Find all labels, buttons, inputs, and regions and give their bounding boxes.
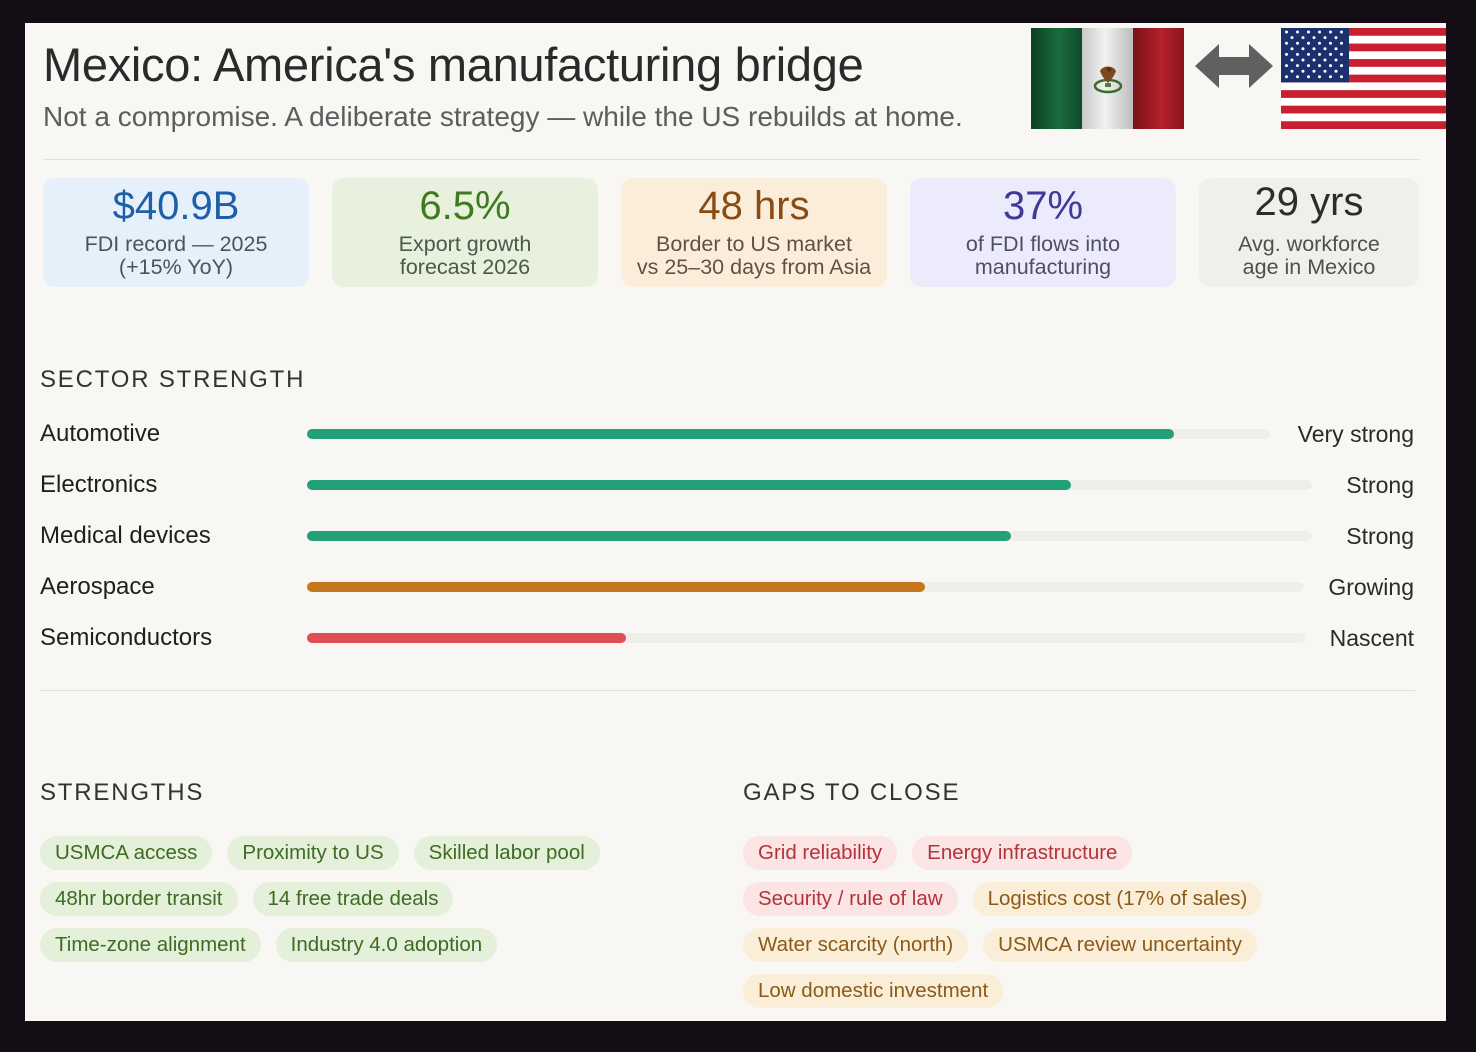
strength-tag: Time-zone alignment — [40, 928, 261, 962]
stat-value: 6.5% — [419, 184, 511, 228]
sector-bar-fill — [307, 429, 1174, 439]
page-subtitle: Not a compromise. A deliberate strategy … — [43, 101, 963, 132]
strengths-heading: STRENGTHS — [40, 779, 205, 806]
strength-tag: Proximity to US — [227, 836, 399, 870]
gap-tag: Logistics cost (17% of sales) — [972, 882, 1263, 916]
stat-card-export-growth: 6.5% Export growth forecast 2026 — [332, 178, 598, 287]
sector-bar-fill — [307, 531, 1011, 541]
bidirectional-arrow-icon — [1195, 44, 1273, 88]
gap-tag: Security / rule of law — [743, 882, 958, 916]
sector-bar-fill — [307, 480, 1071, 490]
gap-tag: Low domestic investment — [743, 974, 1004, 1008]
sector-label: Automotive — [40, 420, 161, 447]
sector-label: Electronics — [40, 471, 158, 498]
gap-tag: Grid reliability — [743, 836, 898, 870]
tag-row: Water scarcity (north) USMCA review uncer… — [743, 928, 1262, 962]
gap-tag: USMCA review uncertainty — [983, 928, 1257, 962]
mexico-flag-icon — [1031, 28, 1184, 129]
strengths-tag-list: USMCA access Proximity to US Skilled labor… — [40, 836, 600, 962]
strength-tag: 14 free trade deals — [252, 882, 454, 916]
tag-row: Security / rule of law Logistics cost (17… — [743, 882, 1263, 916]
strength-tag: Skilled labor pool — [413, 836, 600, 870]
stat-value: 29 yrs — [1254, 180, 1364, 224]
sector-rating: Very strong — [1297, 421, 1414, 447]
gap-tag: Water scarcity (north) — [743, 928, 969, 962]
gap-tag: Energy infrastructure — [912, 836, 1133, 870]
strength-tag: USMCA access — [40, 836, 213, 870]
sector-bar-fill — [307, 633, 626, 643]
stat-value: $40.9B — [112, 184, 240, 228]
tag-row: USMCA access Proximity to US Skilled labor… — [40, 836, 600, 870]
sector-rating: Strong — [1346, 472, 1414, 498]
gaps-heading: GAPS TO CLOSE — [743, 779, 961, 806]
sector-bar-track — [307, 633, 1305, 643]
sector-strength-heading: SECTOR STRENGTH — [40, 366, 306, 393]
us-flag-icon — [1281, 28, 1446, 129]
strength-tag: 48hr border transit — [40, 882, 238, 916]
stat-card-fdi: $40.9B FDI record — 2025 (+15% YoY) — [43, 178, 309, 287]
header-divider — [43, 159, 1420, 160]
stat-label: of FDI flows into manufacturing — [965, 232, 1121, 279]
sector-rating: Strong — [1346, 523, 1414, 549]
sector-label: Aerospace — [40, 573, 155, 600]
sector-bar-fill — [307, 582, 925, 592]
stat-card-workforce-age: 29 yrs Avg. workforce age in Mexico — [1199, 178, 1419, 287]
sector-label: Medical devices — [40, 522, 211, 549]
sector-rating: Nascent — [1329, 625, 1414, 651]
stat-value: 37% — [1002, 184, 1084, 228]
stat-label: FDI record — 2025 (+15% YoY) — [84, 232, 268, 279]
tag-row: 48hr border transit 14 free trade deals — [40, 882, 600, 916]
section-divider — [40, 690, 1415, 691]
stat-label: Export growth forecast 2026 — [398, 232, 532, 279]
stat-card-border-transit: 48 hrs Border to US market vs 25–30 days… — [621, 178, 887, 287]
tag-row: Grid reliability Energy infrastructure — [743, 836, 1262, 870]
tag-row: Time-zone alignment Industry 4.0 adoption — [40, 928, 600, 962]
page-title: Mexico: America's manufacturing bridge — [43, 38, 864, 91]
gaps-tag-list: Grid reliability Energy infrastructure Sec… — [743, 836, 1263, 1008]
stat-label: Border to US market vs 25–30 days from A… — [636, 232, 872, 279]
sector-label: Semiconductors — [40, 624, 213, 651]
infographic-card: Mexico: America's manufacturing bridge N… — [25, 23, 1446, 1021]
tag-row: Low domestic investment — [743, 974, 1262, 1008]
stat-card-fdi-manufacturing: 37% of FDI flows into manufacturing — [910, 178, 1176, 287]
stat-value: 48 hrs — [698, 184, 810, 228]
stat-label: Avg. workforce age in Mexico — [1238, 232, 1380, 279]
sector-rating: Growing — [1328, 574, 1414, 600]
strength-tag: Industry 4.0 adoption — [275, 928, 498, 962]
